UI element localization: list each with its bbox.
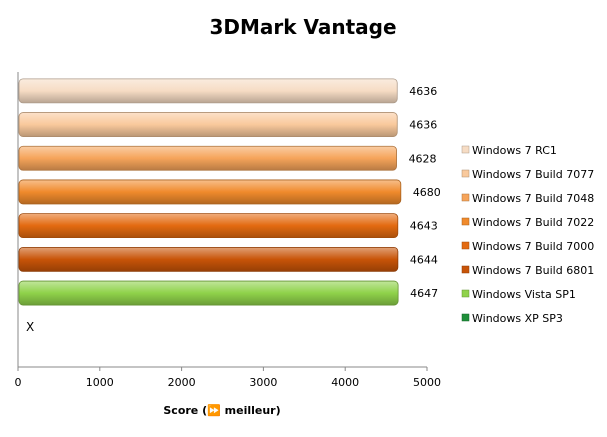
bar-value-label-1: 4636 xyxy=(409,119,437,132)
bar-1 xyxy=(18,112,398,137)
bar-value-label-3: 4680 xyxy=(413,186,441,199)
bar-6 xyxy=(18,280,399,306)
legend-swatch-2 xyxy=(461,193,470,202)
x-axis-label: Score (⏩ meilleur) xyxy=(163,404,280,417)
x-tick-label-1: 1000 xyxy=(86,376,114,389)
missing-value-marker: X xyxy=(26,320,34,334)
bar-value-label-6: 4647 xyxy=(410,287,438,300)
bar-value-label-2: 4628 xyxy=(409,152,437,165)
bar-3 xyxy=(18,179,402,205)
bar-value-label-5: 4644 xyxy=(410,253,438,266)
legend-label-1: Windows 7 Build 7077 xyxy=(472,168,594,181)
x-tick-label-4: 4000 xyxy=(331,376,359,389)
bars-group: 4636 4636 4628 4680 4643 4644 4647 X xyxy=(18,78,441,334)
legend-label-7: Windows XP SP3 xyxy=(472,312,563,325)
bar-2 xyxy=(18,145,397,171)
legend-label-3: Windows 7 Build 7022 xyxy=(472,216,594,229)
x-ticks-group: 0 1000 2000 3000 4000 5000 xyxy=(15,367,441,389)
legend-swatch-5 xyxy=(461,265,470,274)
x-tick-label-3: 3000 xyxy=(249,376,277,389)
legend: Windows 7 RC1 Windows 7 Build 7077 Windows… xyxy=(461,144,594,325)
bar-0 xyxy=(18,78,398,104)
legend-swatch-3 xyxy=(461,217,470,226)
legend-swatch-7 xyxy=(461,313,470,322)
chart-title: 3DMark Vantage xyxy=(209,15,396,39)
x-tick-label-5: 5000 xyxy=(413,376,441,389)
legend-swatch-0 xyxy=(461,145,470,154)
legend-swatch-4 xyxy=(461,241,470,250)
legend-swatch-1 xyxy=(461,169,470,178)
bar-4 xyxy=(18,213,399,239)
bar-5 xyxy=(18,246,399,272)
bar-value-label-0: 4636 xyxy=(409,85,437,98)
legend-swatch-6 xyxy=(461,289,470,298)
x-tick-label-0: 0 xyxy=(15,376,22,389)
x-tick-label-2: 2000 xyxy=(168,376,196,389)
legend-label-4: Windows 7 Build 7000 xyxy=(472,240,594,253)
legend-label-5: Windows 7 Build 6801 xyxy=(472,264,594,277)
bar-value-label-4: 4643 xyxy=(410,220,438,233)
legend-label-2: Windows 7 Build 7048 xyxy=(472,192,594,205)
legend-label-0: Windows 7 RC1 xyxy=(472,144,557,157)
legend-label-6: Windows Vista SP1 xyxy=(472,288,576,301)
